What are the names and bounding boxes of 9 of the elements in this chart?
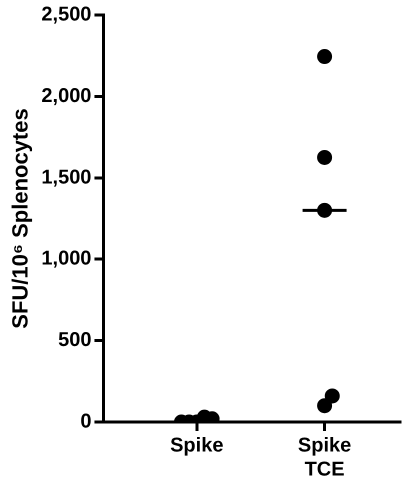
y-tick-label: 2,500 [41, 4, 92, 26]
x-tick-label: Spike TCE [298, 434, 352, 481]
y-tick-label: 1,000 [41, 248, 92, 270]
y-tick-label: 1,500 [41, 166, 92, 188]
y-tick-label: 2,000 [41, 84, 92, 107]
x-tick-label: Spike [170, 434, 224, 457]
y-tick-label: 0 [80, 410, 92, 433]
y-tick-label: 500 [58, 329, 92, 352]
y-axis-title: SFU/10⁶ Splenocytes [7, 108, 32, 329]
